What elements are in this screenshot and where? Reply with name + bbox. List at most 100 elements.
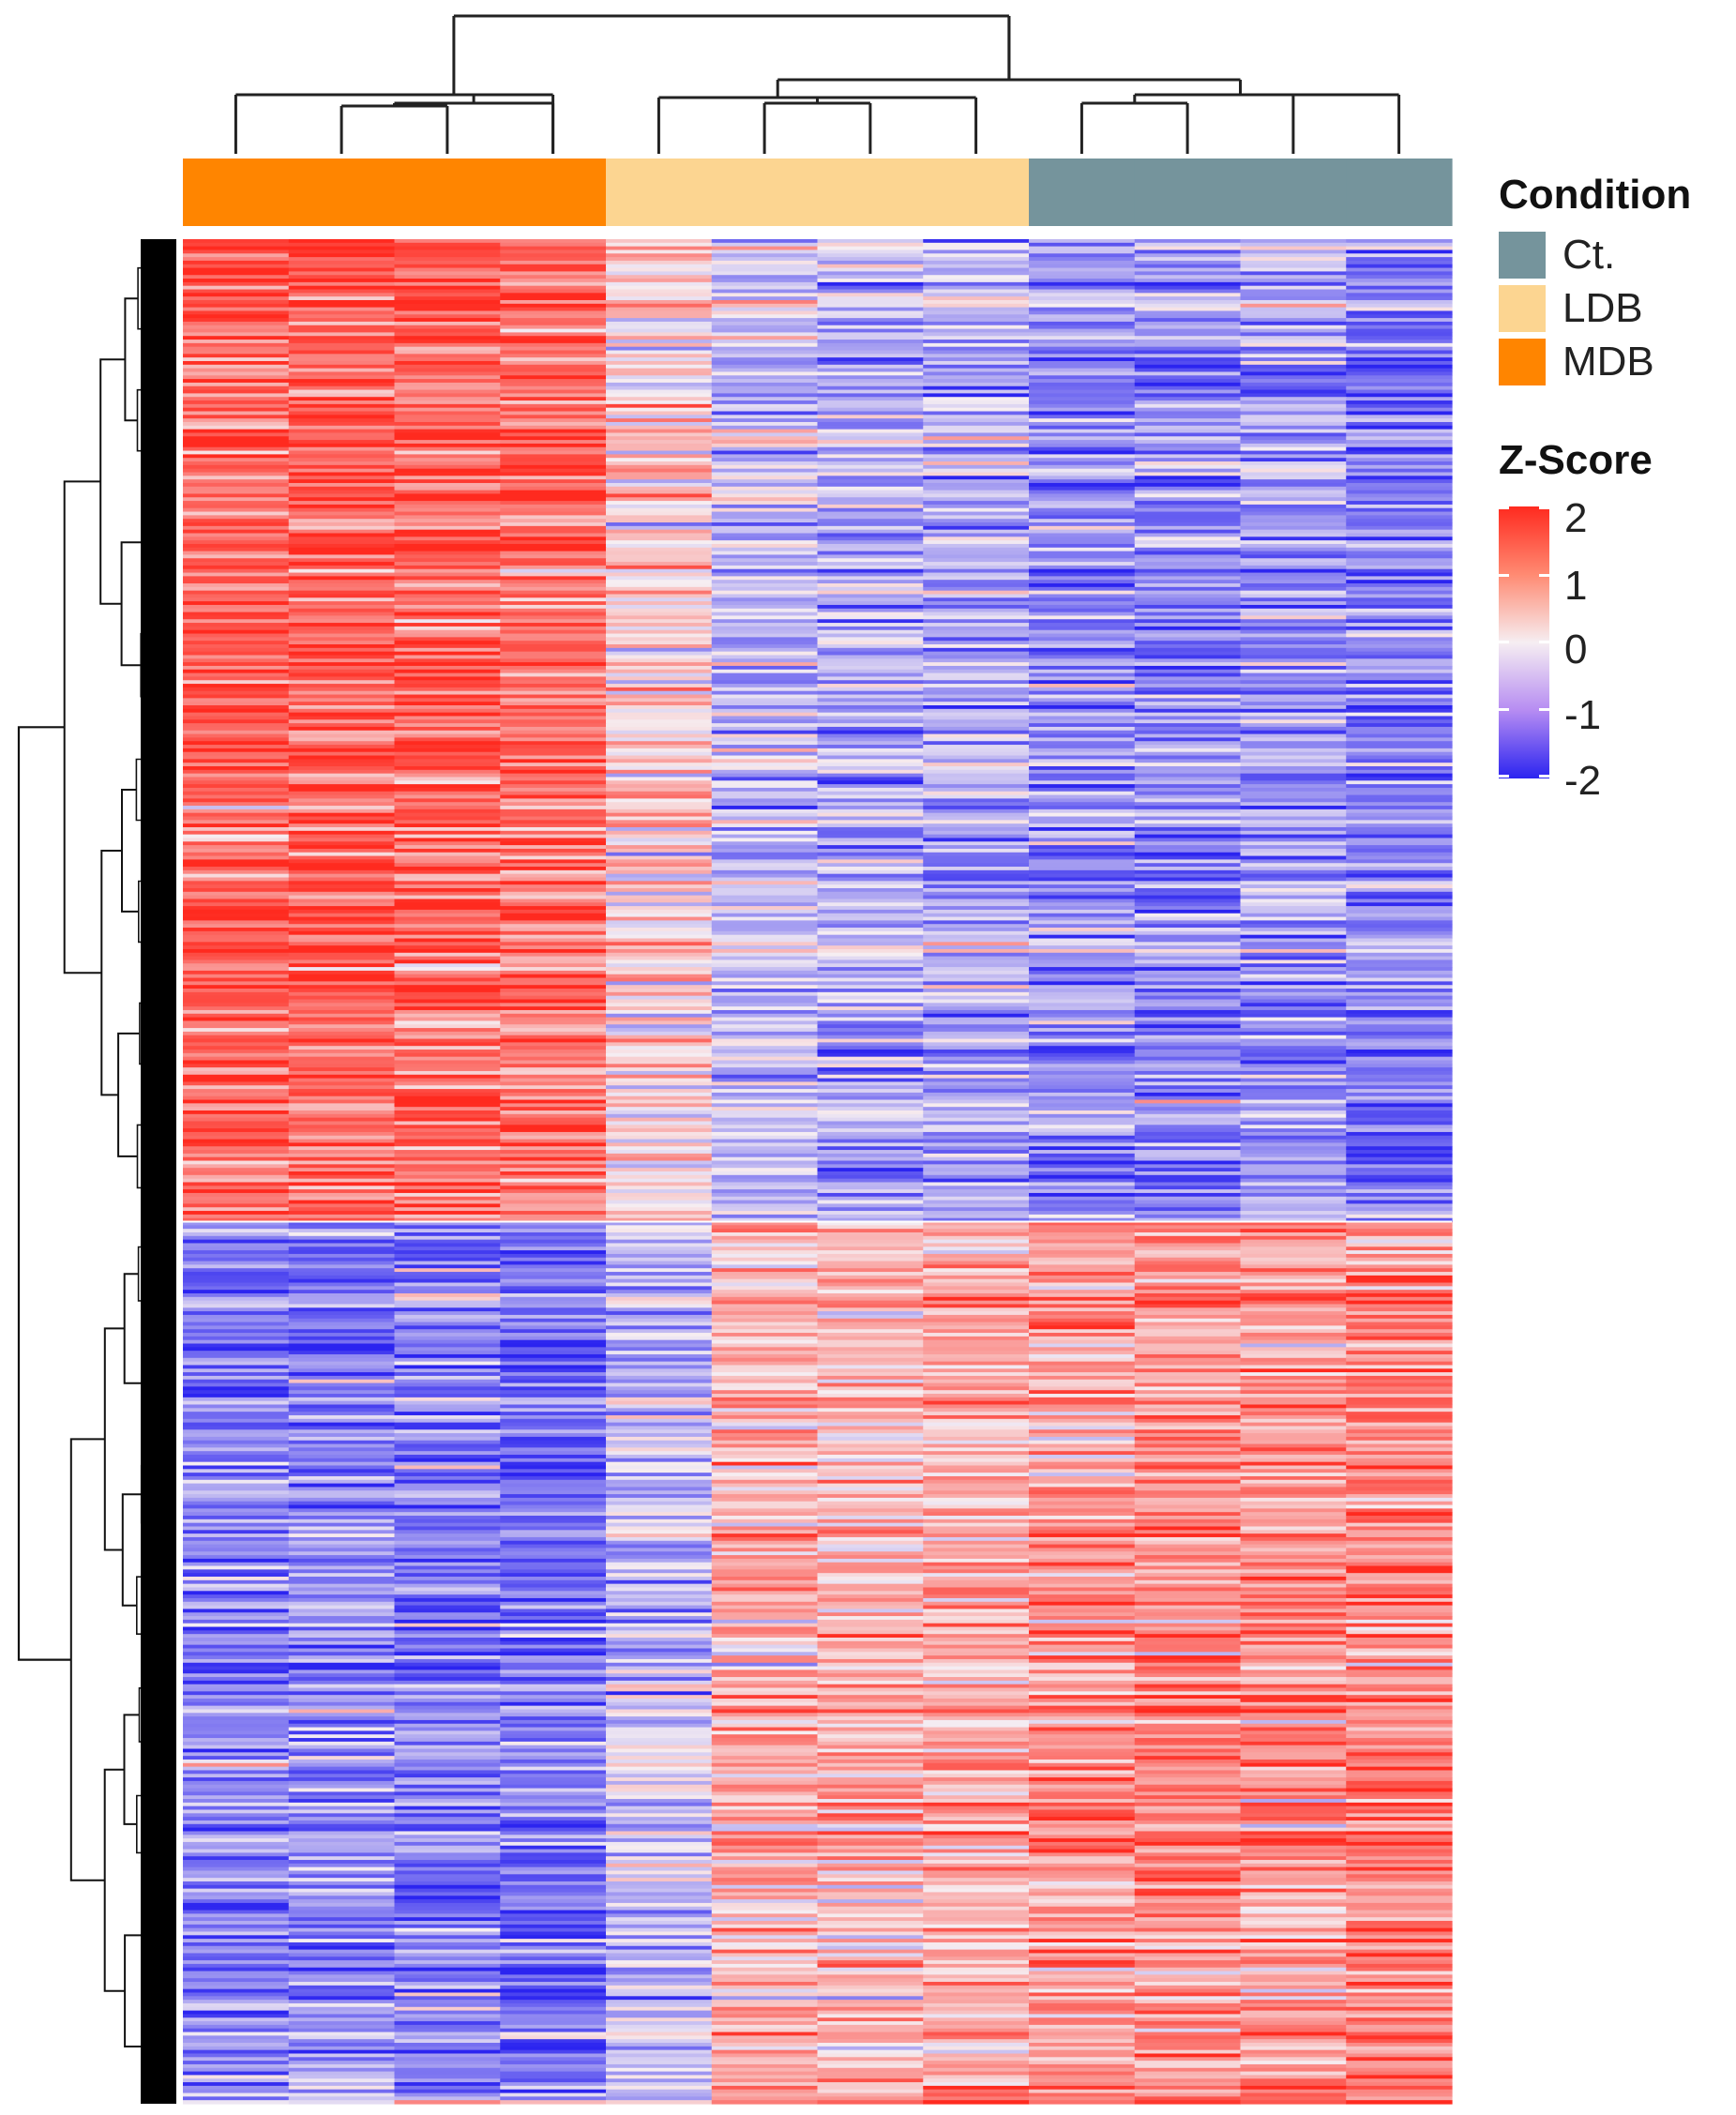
heatmap-cell (711, 1353, 819, 1359)
heatmap-cell (1134, 1121, 1242, 1125)
heatmap-cell (711, 1329, 819, 1334)
heatmap-cell (711, 1382, 819, 1387)
heatmap-cell (394, 1465, 501, 1470)
heatmap-cell (1346, 977, 1453, 982)
heatmap-cell (606, 1286, 713, 1291)
heatmap-cell (1029, 895, 1136, 900)
heatmap-cell (500, 350, 607, 355)
heatmap-cell (183, 1479, 290, 1485)
heatmap-cell (500, 436, 607, 441)
heatmap-cell (711, 705, 819, 710)
heatmap-cell (1346, 565, 1453, 570)
heatmap-cell (1029, 346, 1136, 352)
heatmap-cell (500, 1282, 607, 1287)
heatmap-cell (183, 342, 290, 348)
heatmap-cell (288, 246, 396, 251)
heatmap-cell (1029, 942, 1136, 946)
heatmap-cell (1134, 393, 1242, 398)
heatmap-cell (1240, 702, 1347, 706)
heatmap-cell (1346, 486, 1453, 491)
heatmap-cell (394, 1099, 501, 1104)
heatmap-cell (923, 887, 1030, 893)
heatmap-cell (1346, 1081, 1453, 1086)
heatmap-cell (923, 1322, 1030, 1326)
heatmap-cell (394, 368, 501, 373)
heatmap-cell (1346, 1074, 1453, 1080)
heatmap-cell (1240, 626, 1347, 631)
heatmap-cell (394, 407, 501, 413)
heatmap-cell (817, 379, 924, 384)
heatmap-cell (1346, 590, 1453, 596)
heatmap-cell (711, 1555, 819, 1560)
heatmap-cell (500, 1160, 607, 1165)
heatmap-cell (288, 468, 396, 474)
heatmap-cell (500, 1020, 607, 1025)
heatmap-cell (1134, 1458, 1242, 1463)
heatmap-cell (500, 1536, 607, 1542)
heatmap-cell (1346, 257, 1453, 262)
heatmap-cell (1029, 1225, 1136, 1230)
heatmap-cell (1346, 820, 1453, 824)
heatmap-cell (500, 1512, 607, 1517)
heatmap-cell (606, 899, 713, 903)
heatmap-cell (1029, 479, 1136, 484)
heatmap-cell (500, 730, 607, 735)
heatmap-cell (711, 680, 819, 685)
heatmap-cell (500, 1429, 607, 1434)
heatmap-cell (1240, 873, 1347, 879)
heatmap-cell (1029, 1171, 1136, 1176)
heatmap-cell (1240, 899, 1347, 903)
heatmap-cell (1134, 869, 1242, 875)
heatmap-cell (1134, 1186, 1242, 1190)
heatmap-cell (1134, 705, 1242, 710)
heatmap-cell (1134, 1512, 1242, 1517)
heatmap-cell (1240, 1504, 1347, 1509)
heatmap-cell (923, 1400, 1030, 1406)
heatmap-cell (500, 1164, 607, 1169)
heatmap-cell (288, 1017, 396, 1022)
heatmap-cell (1346, 808, 1453, 814)
heatmap-cell (711, 952, 819, 958)
heatmap-cell (606, 522, 713, 527)
heatmap-cell (606, 364, 713, 370)
heatmap-cell (1134, 350, 1242, 355)
heatmap-cell (711, 1311, 819, 1316)
heatmap-cell (1029, 763, 1136, 767)
heatmap-cell (183, 702, 290, 706)
heatmap-cell (1029, 446, 1136, 452)
heatmap-cell (1240, 307, 1347, 312)
heatmap-cell (394, 332, 501, 337)
heatmap-cell (183, 730, 290, 735)
heatmap-cell (923, 583, 1030, 588)
heatmap-cell (711, 1207, 819, 1212)
heatmap-cell (711, 716, 819, 720)
heatmap-cell (1134, 1390, 1242, 1395)
heatmap-cell (500, 1397, 607, 1402)
heatmap-cell (500, 293, 607, 297)
heatmap-cell (923, 1379, 1030, 1384)
heatmap-cell (1346, 350, 1453, 355)
heatmap-cell (1240, 1426, 1347, 1430)
heatmap-cell (1134, 1433, 1242, 1438)
heatmap-cell (288, 411, 396, 415)
heatmap-cell (711, 368, 819, 373)
heatmap-cell (394, 490, 501, 495)
heatmap-cell (711, 1455, 819, 1459)
heatmap-cell (1134, 1160, 1242, 1165)
heatmap-cell (1134, 723, 1242, 728)
heatmap-cell (1134, 1379, 1242, 1384)
heatmap-cell (1134, 633, 1242, 638)
heatmap-cell (1029, 1139, 1136, 1144)
heatmap-cell (183, 504, 290, 509)
heatmap-cell (1346, 948, 1453, 954)
heatmap-cell (1346, 1343, 1453, 1348)
heatmap-cell (394, 239, 501, 244)
heatmap-cell (500, 397, 607, 401)
heatmap-cell (394, 1239, 501, 1245)
heatmap-cell (606, 1196, 713, 1201)
heatmap-cell (1134, 1361, 1242, 1367)
heatmap-cell (394, 1203, 501, 1208)
heatmap-cell (1240, 1286, 1347, 1291)
heatmap-cell (1240, 1412, 1347, 1416)
heatmap-cell (1346, 1555, 1453, 1560)
